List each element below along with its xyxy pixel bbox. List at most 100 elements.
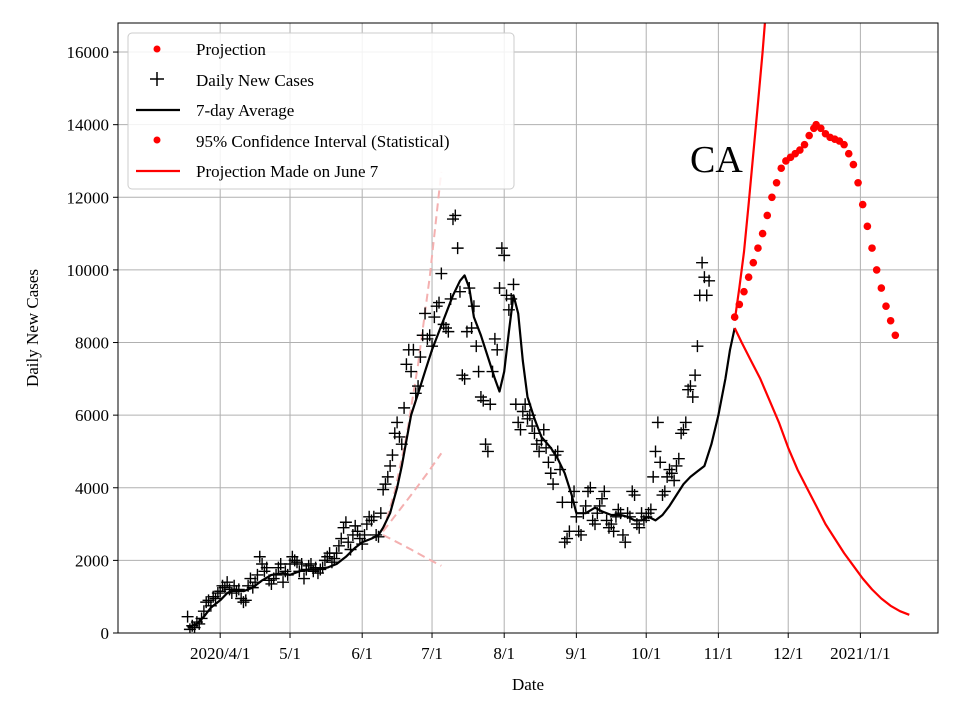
daily-case-marker <box>484 398 497 411</box>
daily-case-marker <box>332 539 345 552</box>
daily-new-cases-series <box>181 209 716 633</box>
projection-point <box>844 149 853 158</box>
daily-case-marker <box>367 510 380 523</box>
daily-case-marker <box>696 256 709 269</box>
daily-case-marker <box>689 369 702 382</box>
projection-point <box>877 284 886 292</box>
daily-case-marker <box>570 510 583 523</box>
plot-frame <box>117 22 939 634</box>
daily-case-marker <box>691 340 704 353</box>
x-tick-label: 10/1 <box>631 644 661 663</box>
daily-case-marker <box>465 322 478 334</box>
daily-case-marker <box>647 470 660 483</box>
daily-case-marker <box>351 525 364 538</box>
daily-case-marker <box>502 303 515 316</box>
y-axis-label: Daily New Cases <box>23 269 42 387</box>
daily-case-marker <box>544 467 557 480</box>
daily-case-marker <box>577 507 590 520</box>
daily-case-marker <box>665 467 678 480</box>
x-tick-label: 7/1 <box>421 644 443 663</box>
daily-case-marker <box>598 485 611 498</box>
daily-case-marker <box>249 576 262 589</box>
95-confidence-interval-statistical-upper-line <box>733 23 766 321</box>
projection-point <box>868 244 876 252</box>
daily-case-marker <box>493 282 506 295</box>
y-axis: 0 2000 4000 6000 8000 10000 12000 14000 16000 <box>67 43 118 643</box>
daily-case-marker <box>442 325 455 338</box>
daily-case-marker <box>463 282 476 295</box>
daily-case-marker <box>654 456 667 469</box>
daily-case-marker <box>670 459 683 472</box>
daily-case-marker <box>535 434 548 447</box>
legend: Projection Daily New Cases 7-day Average… <box>127 32 515 190</box>
x-tick-label: 6/1 <box>351 644 373 663</box>
projection-point <box>891 331 900 340</box>
daily-case-marker <box>412 380 425 393</box>
x-axis-label: Date <box>512 675 544 694</box>
daily-case-marker <box>633 521 646 534</box>
daily-case-marker <box>684 380 697 393</box>
daily-case-marker <box>605 518 618 531</box>
daily-case-marker <box>495 242 508 255</box>
legend-box <box>127 32 515 190</box>
daily-case-marker <box>393 430 406 443</box>
daily-case-marker <box>470 340 483 353</box>
projection-point <box>758 229 767 238</box>
daily-case-marker <box>677 423 690 436</box>
daily-case-marker <box>316 561 329 574</box>
daily-case-marker <box>512 416 525 429</box>
daily-case-marker <box>204 599 217 612</box>
x-axis: 2020/4/1 5/1 6/1 7/1 8/1 9/1 10/1 11/1 12/1 2021/… <box>190 633 891 663</box>
daily-case-marker <box>477 394 490 407</box>
projection-point <box>858 200 867 209</box>
y-tick-label: 14000 <box>67 116 110 135</box>
daily-case-marker <box>377 483 390 496</box>
daily-case-marker <box>672 452 685 465</box>
daily-case-marker <box>391 416 404 429</box>
legend-marker-projection <box>153 45 161 53</box>
projection-point <box>763 211 772 220</box>
projection-point <box>849 160 858 169</box>
daily-case-marker <box>237 596 250 609</box>
daily-case-marker <box>407 343 420 356</box>
projection-point <box>872 266 881 274</box>
x-tick-label: 9/1 <box>566 644 588 663</box>
daily-case-marker <box>419 307 432 320</box>
early-projection-lower-bound-line <box>382 534 442 567</box>
projection-point <box>772 178 781 187</box>
daily-case-marker <box>686 390 699 403</box>
daily-case-marker <box>584 481 597 494</box>
daily-case-marker <box>623 510 636 523</box>
daily-case-marker <box>505 292 518 305</box>
daily-case-marker <box>381 470 394 483</box>
daily-case-marker <box>526 420 539 433</box>
daily-case-marker <box>297 572 310 585</box>
daily-case-marker <box>547 478 560 491</box>
y-tick-label: 2000 <box>75 551 109 570</box>
y-tick-label: 6000 <box>75 406 109 425</box>
daily-case-marker <box>488 332 501 345</box>
daily-case-marker <box>481 445 494 458</box>
projection-point <box>886 316 895 325</box>
daily-case-marker <box>554 463 567 476</box>
y-tick-label: 16000 <box>67 43 110 62</box>
daily-case-marker <box>195 612 208 625</box>
daily-case-marker <box>658 485 671 498</box>
daily-case-marker <box>519 398 532 411</box>
daily-case-marker <box>516 405 529 418</box>
y-tick-label: 8000 <box>75 334 109 353</box>
daily-case-marker <box>472 365 485 378</box>
daily-case-marker <box>384 459 397 472</box>
early-projection-central-line <box>382 452 443 532</box>
daily-case-marker <box>358 528 371 541</box>
early-projection-upper-bound-line <box>382 171 443 532</box>
daily-case-marker <box>398 401 411 414</box>
x-tick-label: 2021/1/1 <box>830 644 890 663</box>
daily-case-marker <box>467 300 480 313</box>
daily-case-marker <box>414 351 427 364</box>
legend-label-june7: Projection Made on June 7 <box>196 162 379 181</box>
daily-case-marker <box>528 427 541 440</box>
daily-case-marker <box>293 565 306 578</box>
daily-case-marker <box>246 581 259 594</box>
daily-case-marker <box>426 340 439 353</box>
